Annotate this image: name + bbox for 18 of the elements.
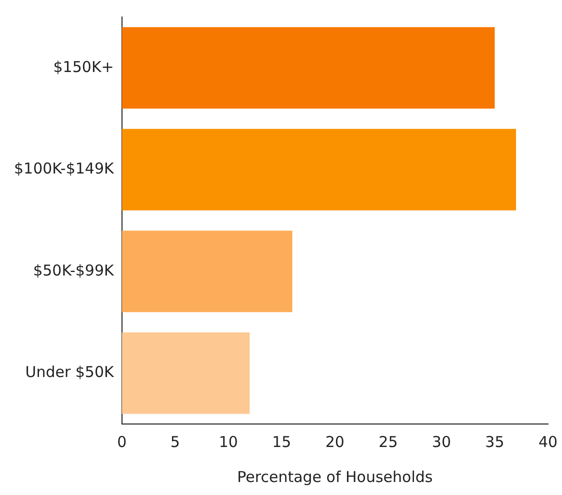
- x-tick-label: 0: [117, 432, 127, 451]
- x-tick-label: 40: [538, 432, 558, 451]
- x-tick-label: 15: [272, 432, 292, 451]
- x-tick-label: 5: [170, 432, 180, 451]
- x-tick-label: 20: [325, 432, 344, 451]
- x-tick-label: 10: [218, 432, 238, 451]
- y-tick-label: $100K-$149K: [14, 160, 116, 178]
- bar: [122, 128, 516, 210]
- bar: [122, 230, 292, 312]
- y-tick-label: $50K-$99K: [33, 261, 116, 280]
- bar: [122, 27, 495, 109]
- y-tick-label: $150K+: [53, 58, 114, 76]
- x-tick-label: 30: [432, 432, 452, 451]
- bar: [122, 332, 250, 414]
- x-tick-label: 25: [378, 432, 398, 451]
- x-axis-title: Percentage of Households: [237, 468, 433, 486]
- y-tick-label: Under $50K: [25, 363, 116, 382]
- x-tick-label: 35: [485, 432, 504, 451]
